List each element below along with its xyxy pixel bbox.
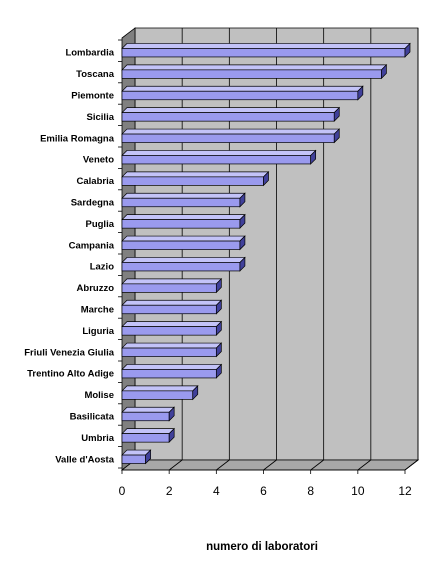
bar-top <box>121 385 199 392</box>
x-tick-label: 2 <box>166 484 173 498</box>
bar <box>121 69 382 79</box>
category-label: Liguria <box>82 326 114 337</box>
bar-end <box>239 256 246 272</box>
category-label: Molise <box>84 390 114 401</box>
bar-end <box>192 385 199 401</box>
bar-top <box>121 257 246 263</box>
bar-end <box>333 128 340 144</box>
bar <box>121 155 312 165</box>
bar-end <box>357 85 364 101</box>
bar <box>121 326 217 336</box>
bar <box>121 262 241 272</box>
bar <box>121 347 217 357</box>
bar-end <box>263 171 269 187</box>
category-label: Lazio <box>90 262 114 273</box>
category-label: Marche <box>81 305 114 316</box>
category-label: Emilia Romagna <box>40 133 115 144</box>
category-label: Valle d'Aosta <box>55 454 114 465</box>
bar <box>121 48 406 58</box>
category-label: Sardegna <box>71 198 115 209</box>
bar-end <box>168 427 175 443</box>
bar <box>121 197 241 208</box>
category-label: Lombardia <box>65 48 114 59</box>
bar-end <box>404 42 411 58</box>
x-tick-label: 0 <box>119 484 126 498</box>
bar-end <box>215 278 222 294</box>
category-label: Umbria <box>81 433 114 444</box>
category-label: Abruzzo <box>77 283 115 294</box>
bar <box>121 304 217 315</box>
bar-top <box>121 214 246 220</box>
bar-end <box>239 192 246 208</box>
bar-end <box>239 235 246 251</box>
bar-top <box>121 364 223 370</box>
bar-end <box>239 213 246 229</box>
bar <box>121 176 264 186</box>
bar-top <box>121 128 341 135</box>
bar-top <box>121 299 223 306</box>
bar <box>121 219 241 229</box>
bar-top <box>121 64 388 71</box>
bar <box>121 433 170 443</box>
bar <box>121 369 217 379</box>
x-tick-label: 12 <box>398 484 412 498</box>
bar-end <box>381 64 387 80</box>
floor-gridline <box>404 459 419 471</box>
bar-top <box>121 342 223 349</box>
bar-top <box>121 107 341 114</box>
x-tick-label: 4 <box>213 484 220 498</box>
category-label: Puglia <box>85 219 114 230</box>
category-label: Toscana <box>76 69 115 80</box>
x-tick-label: 10 <box>351 484 365 498</box>
bar-top <box>121 321 223 327</box>
bar-top <box>121 235 246 242</box>
category-label: Campania <box>69 240 115 251</box>
bar-end <box>333 106 340 122</box>
category-label: Piemonte <box>71 91 114 102</box>
bar-end <box>215 363 222 379</box>
bar-end <box>215 320 222 336</box>
bar <box>121 90 359 101</box>
category-label: Friuli Venezia Giulia <box>24 347 114 358</box>
bar <box>121 133 335 143</box>
bar-top <box>121 192 246 199</box>
bar-top <box>121 85 364 92</box>
bar <box>121 454 146 464</box>
bar <box>121 411 170 422</box>
bar-end <box>168 406 175 422</box>
floor-gridline <box>263 459 277 471</box>
floor-gridline <box>357 459 372 471</box>
x-tick-label: 6 <box>260 484 267 498</box>
x-tick-label: 8 <box>307 484 314 498</box>
bar <box>121 112 335 122</box>
bar <box>121 283 217 293</box>
bar-end <box>310 149 317 165</box>
floor-gridline <box>216 459 230 471</box>
floor-gridline <box>310 459 324 471</box>
floor-gridline <box>168 459 183 471</box>
category-label: Sicilia <box>87 112 115 123</box>
bar-end <box>145 449 151 465</box>
category-label: Trentino Alto Adige <box>27 369 114 380</box>
x-axis-label: numero di laboratori <box>206 541 318 553</box>
category-label: Calabria <box>77 176 115 187</box>
bar-top <box>121 278 223 285</box>
bar-top <box>121 171 270 178</box>
bar-top <box>121 428 176 434</box>
bar <box>121 390 194 400</box>
bar-end <box>215 342 222 358</box>
category-label: Basilicata <box>70 412 115 423</box>
bar-top <box>121 406 176 413</box>
bar <box>121 240 241 250</box>
bar-end <box>215 299 222 315</box>
category-label: Veneto <box>83 155 114 166</box>
bar-top <box>121 150 317 156</box>
bar-top <box>121 43 411 49</box>
